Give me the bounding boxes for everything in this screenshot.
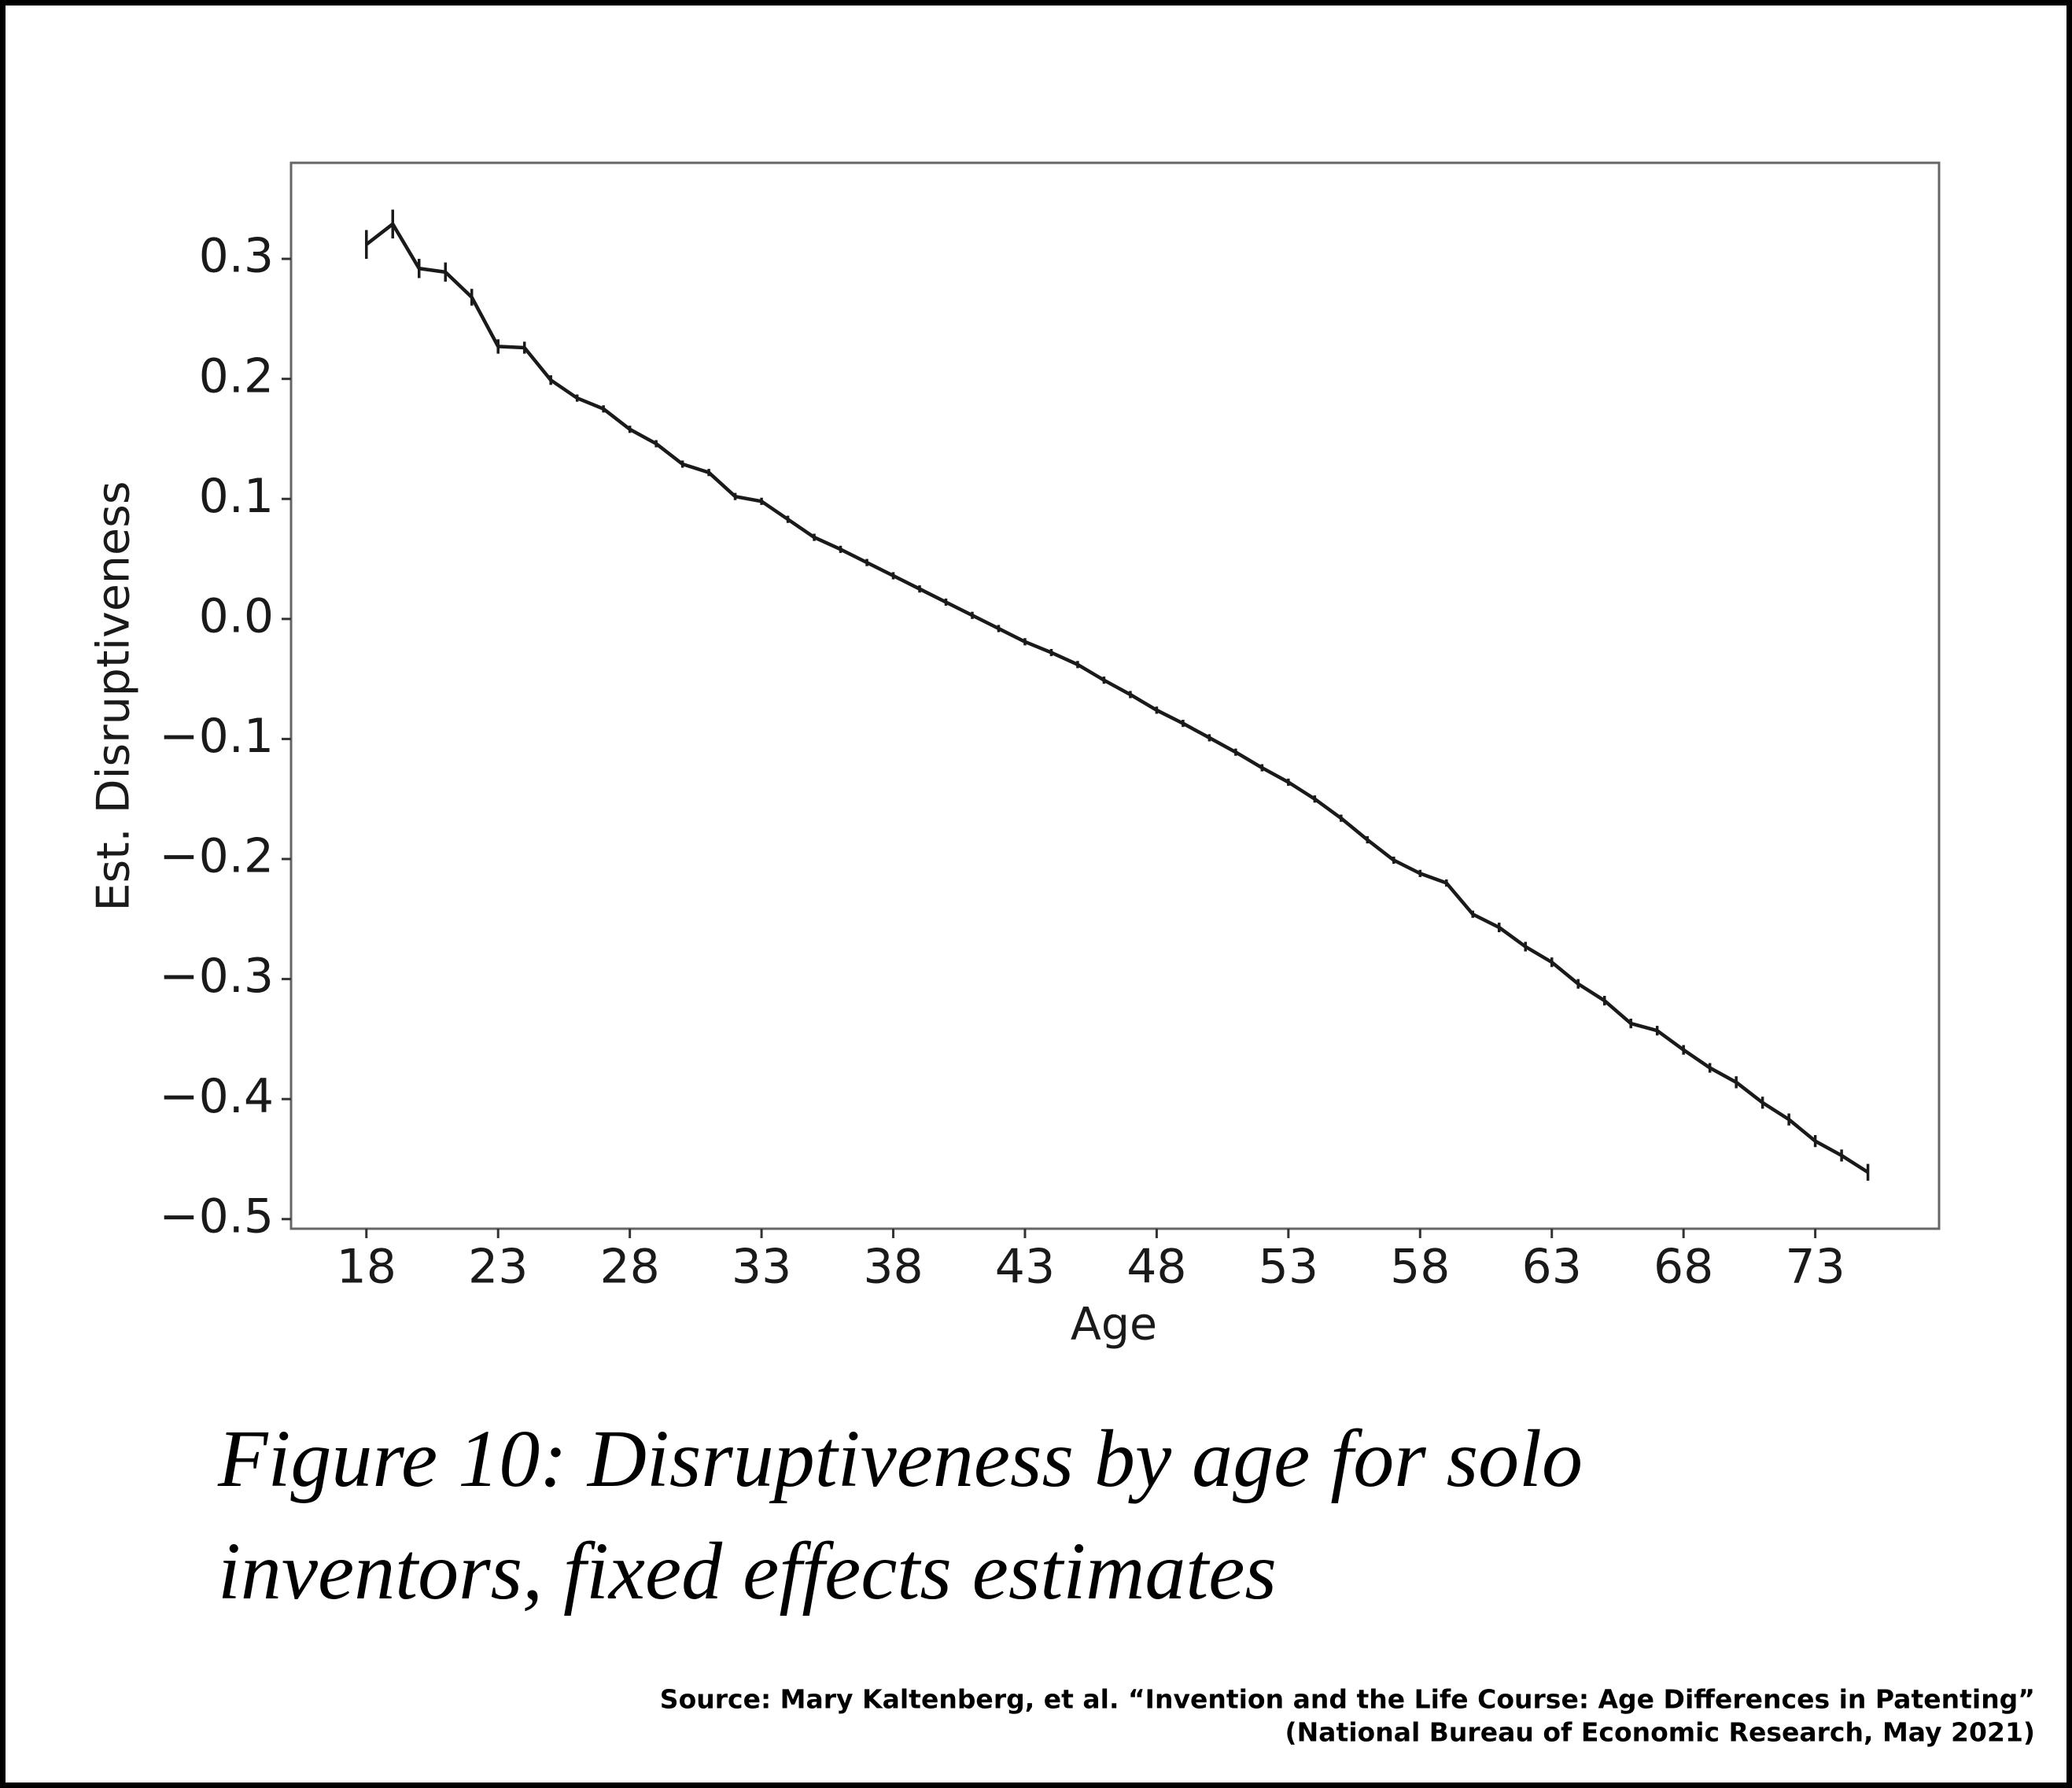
x-tick-label: 43	[995, 1240, 1055, 1295]
x-tick-label: 58	[1390, 1240, 1450, 1295]
source-line: (National Bureau of Economic Research, M…	[1285, 1717, 2035, 1748]
y-tick-label: −0.3	[159, 949, 274, 1004]
y-tick-label: 0.0	[199, 588, 274, 643]
y-axis-label: Est. Disruptiveness	[88, 481, 140, 911]
x-tick-label: 68	[1654, 1240, 1713, 1295]
y-tick-label: −0.4	[159, 1069, 274, 1124]
y-tick-label: 0.2	[199, 348, 274, 404]
x-axis-label: Age	[1071, 1299, 1157, 1351]
y-tick-label: −0.1	[159, 709, 274, 764]
x-tick-label: 23	[468, 1240, 528, 1295]
caption-line: inventors, fixed effects estimates	[218, 1526, 1277, 1617]
y-tick-label: −0.2	[159, 829, 274, 884]
x-tick-label: 18	[337, 1240, 396, 1295]
x-tick-label: 73	[1785, 1240, 1845, 1295]
caption-line: Figure 10: Disruptiveness by age for sol…	[217, 1414, 1583, 1504]
x-tick-label: 28	[599, 1240, 659, 1295]
data-line	[365, 222, 1869, 1174]
x-tick-label: 33	[732, 1240, 791, 1295]
source-line: Source: Mary Kaltenberg, et al. “Inventi…	[660, 1684, 2035, 1715]
x-tick-label: 38	[863, 1240, 923, 1295]
y-tick-label: −0.5	[159, 1189, 274, 1244]
x-tick-label: 48	[1126, 1240, 1186, 1295]
y-tick-label: 0.3	[199, 229, 274, 284]
x-tick-label: 53	[1259, 1240, 1318, 1295]
plot-frame	[289, 161, 1941, 1230]
y-tick-label: 0.1	[199, 469, 274, 524]
x-tick-label: 63	[1522, 1240, 1582, 1295]
